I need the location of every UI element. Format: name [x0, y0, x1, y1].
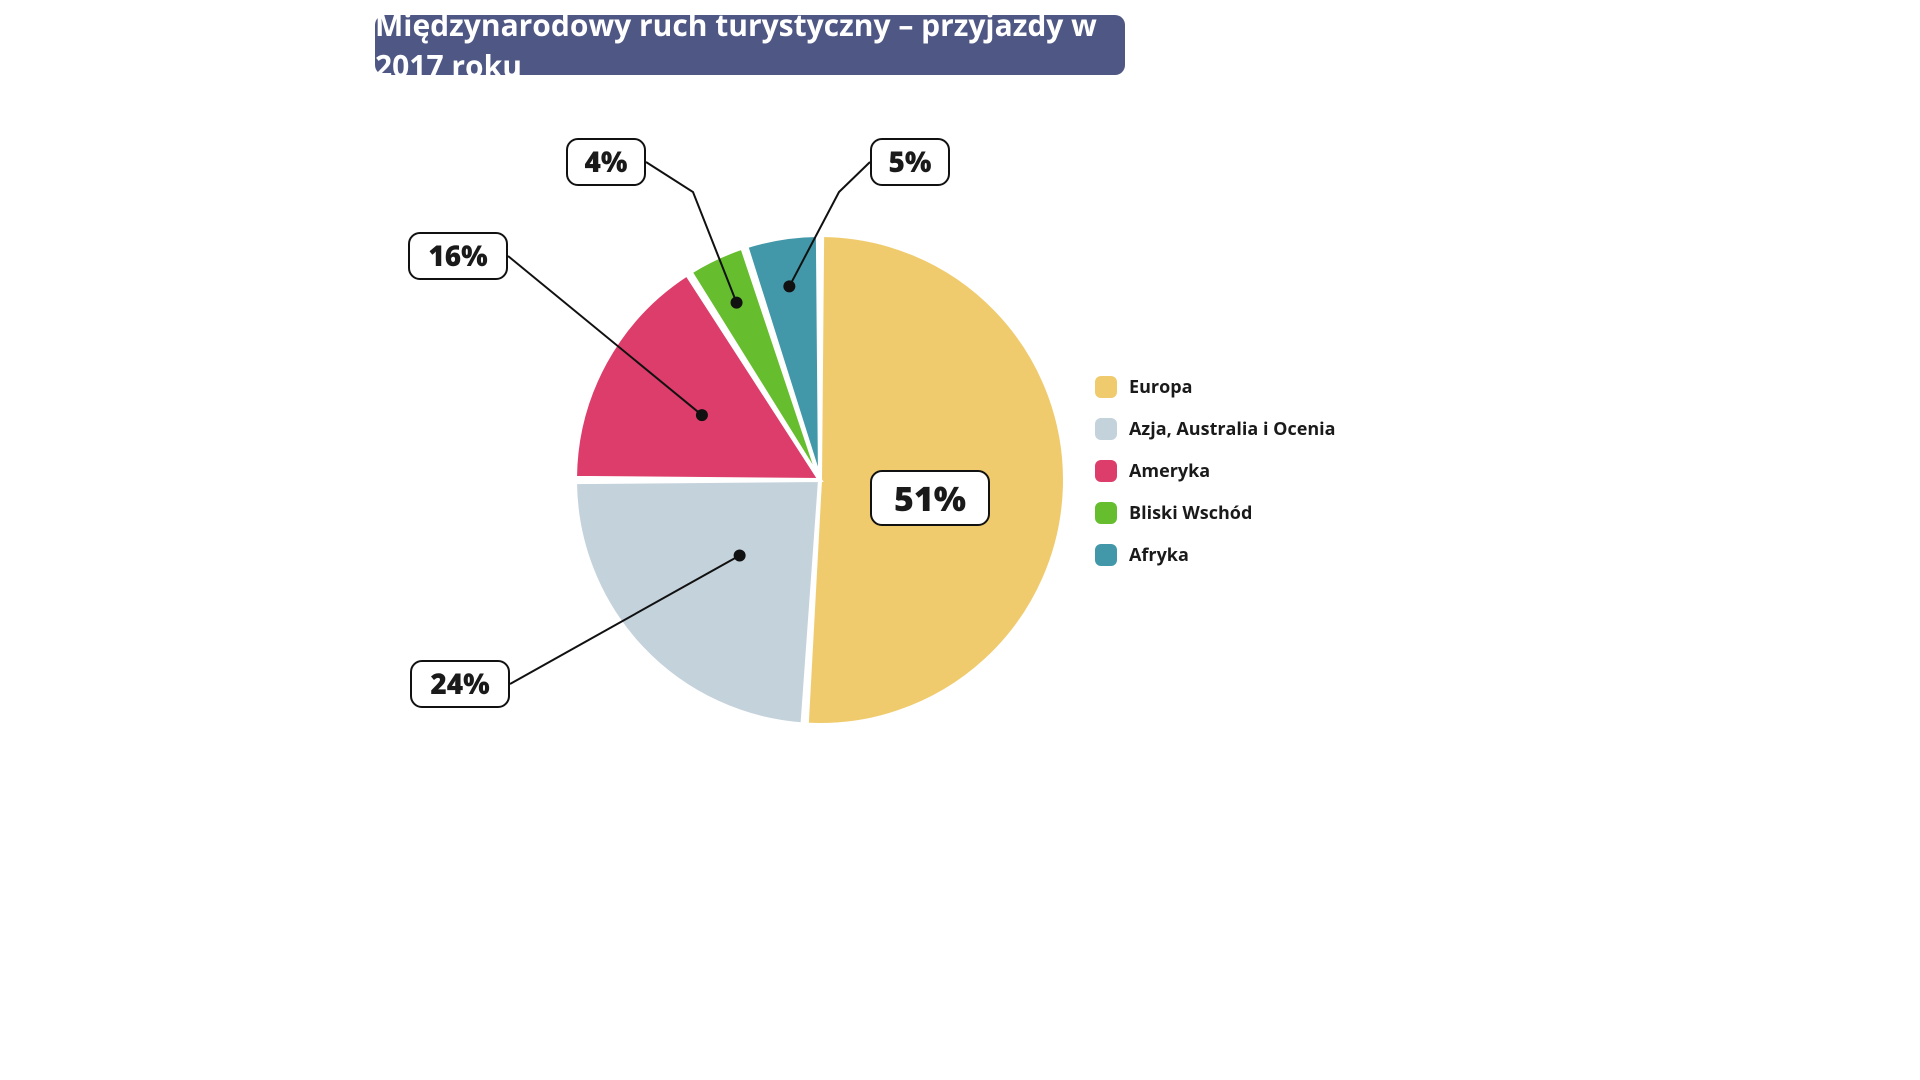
legend-swatch-afryka: [1095, 544, 1117, 566]
legend-label-azja: Azja, Australia i Ocenia: [1129, 417, 1336, 441]
callout-box-ameryka: 16%: [408, 232, 508, 280]
legend-swatch-bliski: [1095, 502, 1117, 524]
callout-box-bliski: 4%: [566, 138, 646, 186]
pie-chart: [0, 0, 1920, 1080]
callout-pct-bliski: 4%: [585, 143, 628, 181]
legend-item-europa: Europa: [1095, 375, 1336, 399]
pie-slice-azja: [575, 480, 820, 724]
legend-swatch-ameryka: [1095, 460, 1117, 482]
callout-pct-europa: 51%: [894, 475, 966, 521]
callout-box-azja: 24%: [410, 660, 510, 708]
callout-pct-ameryka: 16%: [428, 237, 487, 275]
callout-pct-azja: 24%: [430, 665, 489, 703]
callout-pct-afryka: 5%: [889, 143, 932, 181]
callout-box-afryka: 5%: [870, 138, 950, 186]
legend: Europa Azja, Australia i Ocenia Ameryka Bli…: [1095, 375, 1336, 567]
legend-item-bliski: Bliski Wschód: [1095, 501, 1336, 525]
legend-item-afryka: Afryka: [1095, 543, 1336, 567]
legend-label-afryka: Afryka: [1129, 543, 1189, 567]
legend-label-ameryka: Ameryka: [1129, 459, 1210, 483]
legend-swatch-azja: [1095, 418, 1117, 440]
legend-swatch-europa: [1095, 376, 1117, 398]
legend-label-bliski: Bliski Wschód: [1129, 501, 1252, 525]
legend-item-azja: Azja, Australia i Ocenia: [1095, 417, 1336, 441]
legend-label-europa: Europa: [1129, 375, 1193, 399]
legend-item-ameryka: Ameryka: [1095, 459, 1336, 483]
callout-box-europa: 51%: [870, 470, 990, 526]
